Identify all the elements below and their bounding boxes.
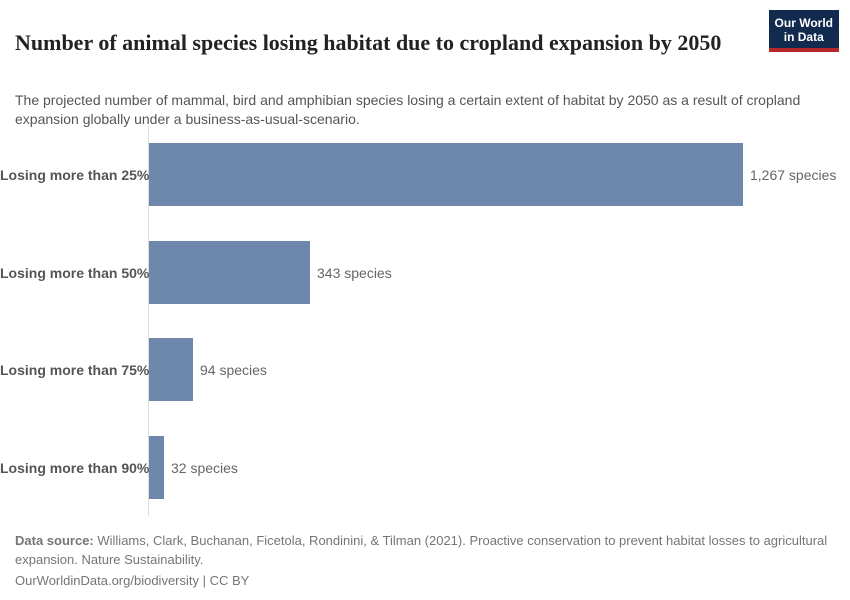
bar-row: Losing more than 90% 32 species	[0, 436, 850, 499]
bar-row: Losing more than 50% 343 species	[0, 241, 850, 304]
bar-value-label: 1,267 species	[750, 166, 837, 183]
bar[interactable]	[149, 436, 164, 499]
bar-category-label: Losing more than 50%	[0, 264, 150, 281]
bar-category-label: Losing more than 75%	[0, 361, 150, 378]
chart-subtitle: The projected number of mammal, bird and…	[15, 92, 801, 127]
bar-row: Losing more than 75% 94 species	[0, 338, 850, 401]
bar-category-label: Losing more than 90%	[0, 459, 150, 476]
owid-logo-line1: Our World	[774, 16, 833, 30]
bar-category-label: Losing more than 25%	[0, 166, 150, 183]
plot-area: Losing more than 25% 1,267 species Losing …	[0, 126, 850, 516]
bar-value-label: 343 species	[317, 264, 392, 281]
data-source-line: Data source: Williams, Clark, Buchanan, …	[15, 531, 835, 569]
y-axis-line	[148, 126, 149, 516]
bar-value-label: 94 species	[200, 361, 267, 378]
citation-line: OurWorldinData.org/biodiversity | CC BY	[15, 573, 250, 588]
data-source-text: Williams, Clark, Buchanan, Ficetola, Ron…	[15, 533, 828, 567]
owid-logo-line2: in Data	[783, 30, 824, 44]
bar[interactable]	[149, 143, 743, 206]
bar-row: Losing more than 25% 1,267 species	[0, 143, 850, 206]
owid-logo[interactable]: Our World in Data	[768, 10, 839, 52]
chart-footer: Data source: Williams, Clark, Buchanan, …	[15, 531, 835, 590]
chart-title: Number of animal species losing habitat …	[15, 29, 722, 55]
bar-value-label: 32 species	[171, 459, 238, 476]
bar[interactable]	[149, 241, 310, 304]
data-source-label: Data source:	[15, 533, 94, 548]
bar[interactable]	[149, 338, 193, 401]
